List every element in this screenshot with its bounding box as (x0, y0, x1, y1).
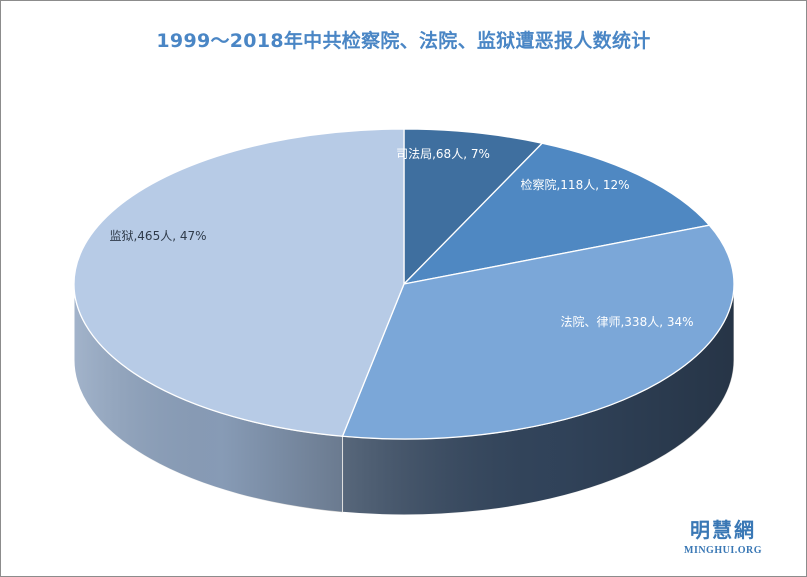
logo-chinese: 明慧網 (690, 518, 756, 542)
minghui-logo: 明慧網 MINGHUI.ORG (668, 514, 778, 556)
pie-side-shade-3-0 (74, 284, 343, 513)
pie-labels: 司法局,68人, 7% 检察院,118人, 12% 法院、律师,338人, 34% 监… (109, 147, 693, 329)
pie-side-shade-2-0 (342, 284, 734, 515)
pie-slice-3 (73, 128, 405, 437)
pie-slice-1 (402, 142, 711, 286)
slice-label-0: 司法局,68人, 7% (396, 147, 490, 161)
slice-label-1: 检察院,118人, 12% (520, 177, 629, 192)
slice-label-3: 监狱,465人, 47% (109, 229, 206, 243)
logo-english: MINGHUI.ORG (684, 545, 762, 556)
pie-top-faces (73, 128, 735, 440)
chart-title: 1999～2018年中共检察院、法院、监狱遭恶报人数统计 (156, 30, 651, 52)
pie-slice-2 (341, 224, 735, 440)
slice-label-2: 法院、律师,338人, 34% (560, 315, 693, 329)
pie-slice-0 (403, 128, 544, 286)
